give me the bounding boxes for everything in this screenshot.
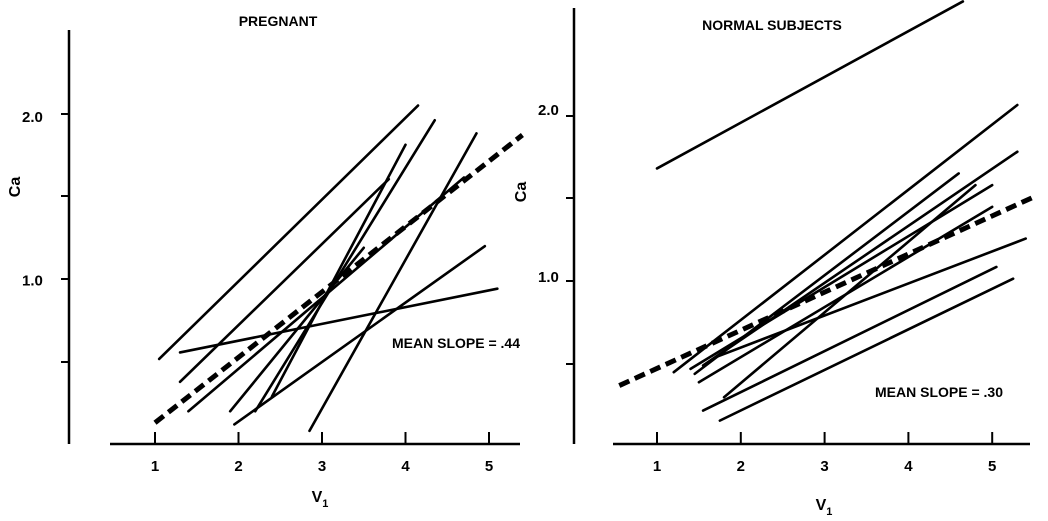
subject-line-2 xyxy=(672,103,1019,374)
subject-line-3 xyxy=(178,177,391,384)
subject-line-9 xyxy=(308,132,478,433)
y-axis-label: Ca xyxy=(7,177,24,198)
subject-line-6 xyxy=(714,237,1028,359)
subject-line-7 xyxy=(693,172,960,376)
subject-line-4 xyxy=(701,150,1019,367)
x-axis-label: V1 xyxy=(312,489,329,510)
x-tick-label: 1 xyxy=(151,458,159,475)
chart-panel-1: 1.0 2.0 1 2 3 4 5 PREGNANT Ca V1 MEAN SLOPE = .44 xyxy=(7,13,524,510)
mean-slope-annotation: MEAN SLOPE = .30 xyxy=(875,384,1003,400)
subject-line-2 xyxy=(178,287,499,354)
subject-line-10 xyxy=(718,277,1015,422)
mean-slope-annotation: MEAN SLOPE = .44 xyxy=(392,335,520,351)
x-tick-label: 5 xyxy=(988,458,996,475)
x-axis-label-subscript: 1 xyxy=(826,506,832,518)
x-tick-label: 3 xyxy=(820,458,828,475)
mean-slope-line xyxy=(618,194,1036,388)
subject-line-6 xyxy=(233,244,487,426)
subject-line-5 xyxy=(228,246,366,413)
x-tick-label: 4 xyxy=(904,458,913,475)
x-tick-label: 2 xyxy=(234,458,242,475)
chart-title: PREGNANT xyxy=(239,13,318,29)
y-tick-label: 2.0 xyxy=(22,109,43,126)
subject-line-9 xyxy=(701,265,998,412)
y-tick-label: 2.0 xyxy=(538,102,559,119)
subject-line-8 xyxy=(270,143,407,398)
x-tick-label: 2 xyxy=(737,458,745,475)
x-tick-label: 5 xyxy=(485,458,493,475)
subject-line-1 xyxy=(655,0,965,170)
x-axis-label-subscript: 1 xyxy=(322,498,328,510)
subject-line-7 xyxy=(253,118,437,413)
x-axis-label: V1 xyxy=(816,497,833,518)
chart-panel-2: 1.0 2.0 1 2 3 4 5 NORMAL SUBJECTS Ca V1 MEAN SLOPE… xyxy=(513,0,1036,518)
x-tick-label: 4 xyxy=(401,458,410,475)
y-tick-label: 1.0 xyxy=(22,273,43,290)
subject-line-8 xyxy=(722,183,977,399)
mean-slope-line xyxy=(153,133,524,425)
chart-title: NORMAL SUBJECTS xyxy=(702,17,842,33)
x-tick-label: 1 xyxy=(653,458,661,475)
y-axis-label: Ca xyxy=(513,182,530,203)
y-tick-label: 1.0 xyxy=(538,269,559,286)
subject-line-1 xyxy=(157,104,420,361)
x-tick-label: 3 xyxy=(318,458,326,475)
